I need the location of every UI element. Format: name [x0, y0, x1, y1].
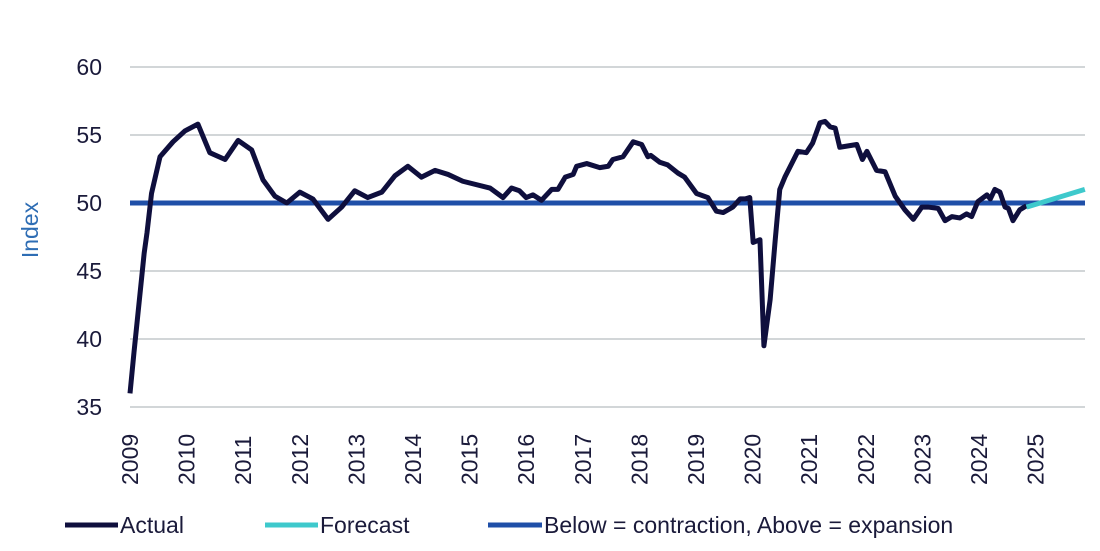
- x-tick-label: 2013: [343, 434, 369, 485]
- y-tick-label: 35: [76, 394, 102, 420]
- x-tick-label: 2022: [853, 434, 879, 485]
- x-tick-label: 2020: [740, 434, 766, 485]
- series-line-actual: [127, 118, 1028, 394]
- gridlines: [130, 66, 1085, 408]
- series-lines: [127, 118, 1086, 394]
- legend-label-forecast: Forecast: [320, 512, 410, 538]
- x-tick-label: 2012: [287, 434, 313, 485]
- y-tick-labels: 35 40 45 50 55 60: [76, 54, 102, 420]
- x-tick-label: 2019: [683, 434, 709, 485]
- x-tick-label: 2021: [796, 434, 822, 485]
- y-axis-label: Index: [17, 201, 43, 258]
- y-tick-label: 40: [76, 326, 102, 352]
- y-tick-label: 60: [76, 54, 102, 80]
- legend-label-threshold: Below = contraction, Above = expansion: [544, 512, 953, 538]
- x-tick-label: 2024: [966, 434, 992, 485]
- legend: Actual Forecast Below = contraction, Abo…: [65, 512, 953, 538]
- x-tick-label: 2009: [117, 434, 143, 485]
- x-tick-label: 2011: [230, 436, 256, 485]
- x-tick-label: 2017: [570, 434, 596, 485]
- x-tick-labels: 2009 2010 2011 2012 2013 2014 2015 2016 2017 2018…: [117, 434, 1049, 485]
- series-line-forecast: [1025, 187, 1086, 210]
- x-tick-label: 2025: [1023, 434, 1049, 485]
- x-tick-label: 2010: [174, 434, 200, 485]
- y-tick-label: 45: [76, 258, 102, 284]
- x-tick-label: 2018: [626, 434, 652, 485]
- x-tick-label: 2014: [400, 434, 426, 485]
- y-tick-label: 50: [76, 190, 102, 216]
- x-tick-label: 2015: [457, 434, 483, 485]
- y-tick-label: 55: [76, 122, 102, 148]
- legend-label-actual: Actual: [120, 512, 184, 538]
- x-tick-label: 2016: [513, 434, 539, 485]
- x-tick-label: 2023: [909, 434, 935, 485]
